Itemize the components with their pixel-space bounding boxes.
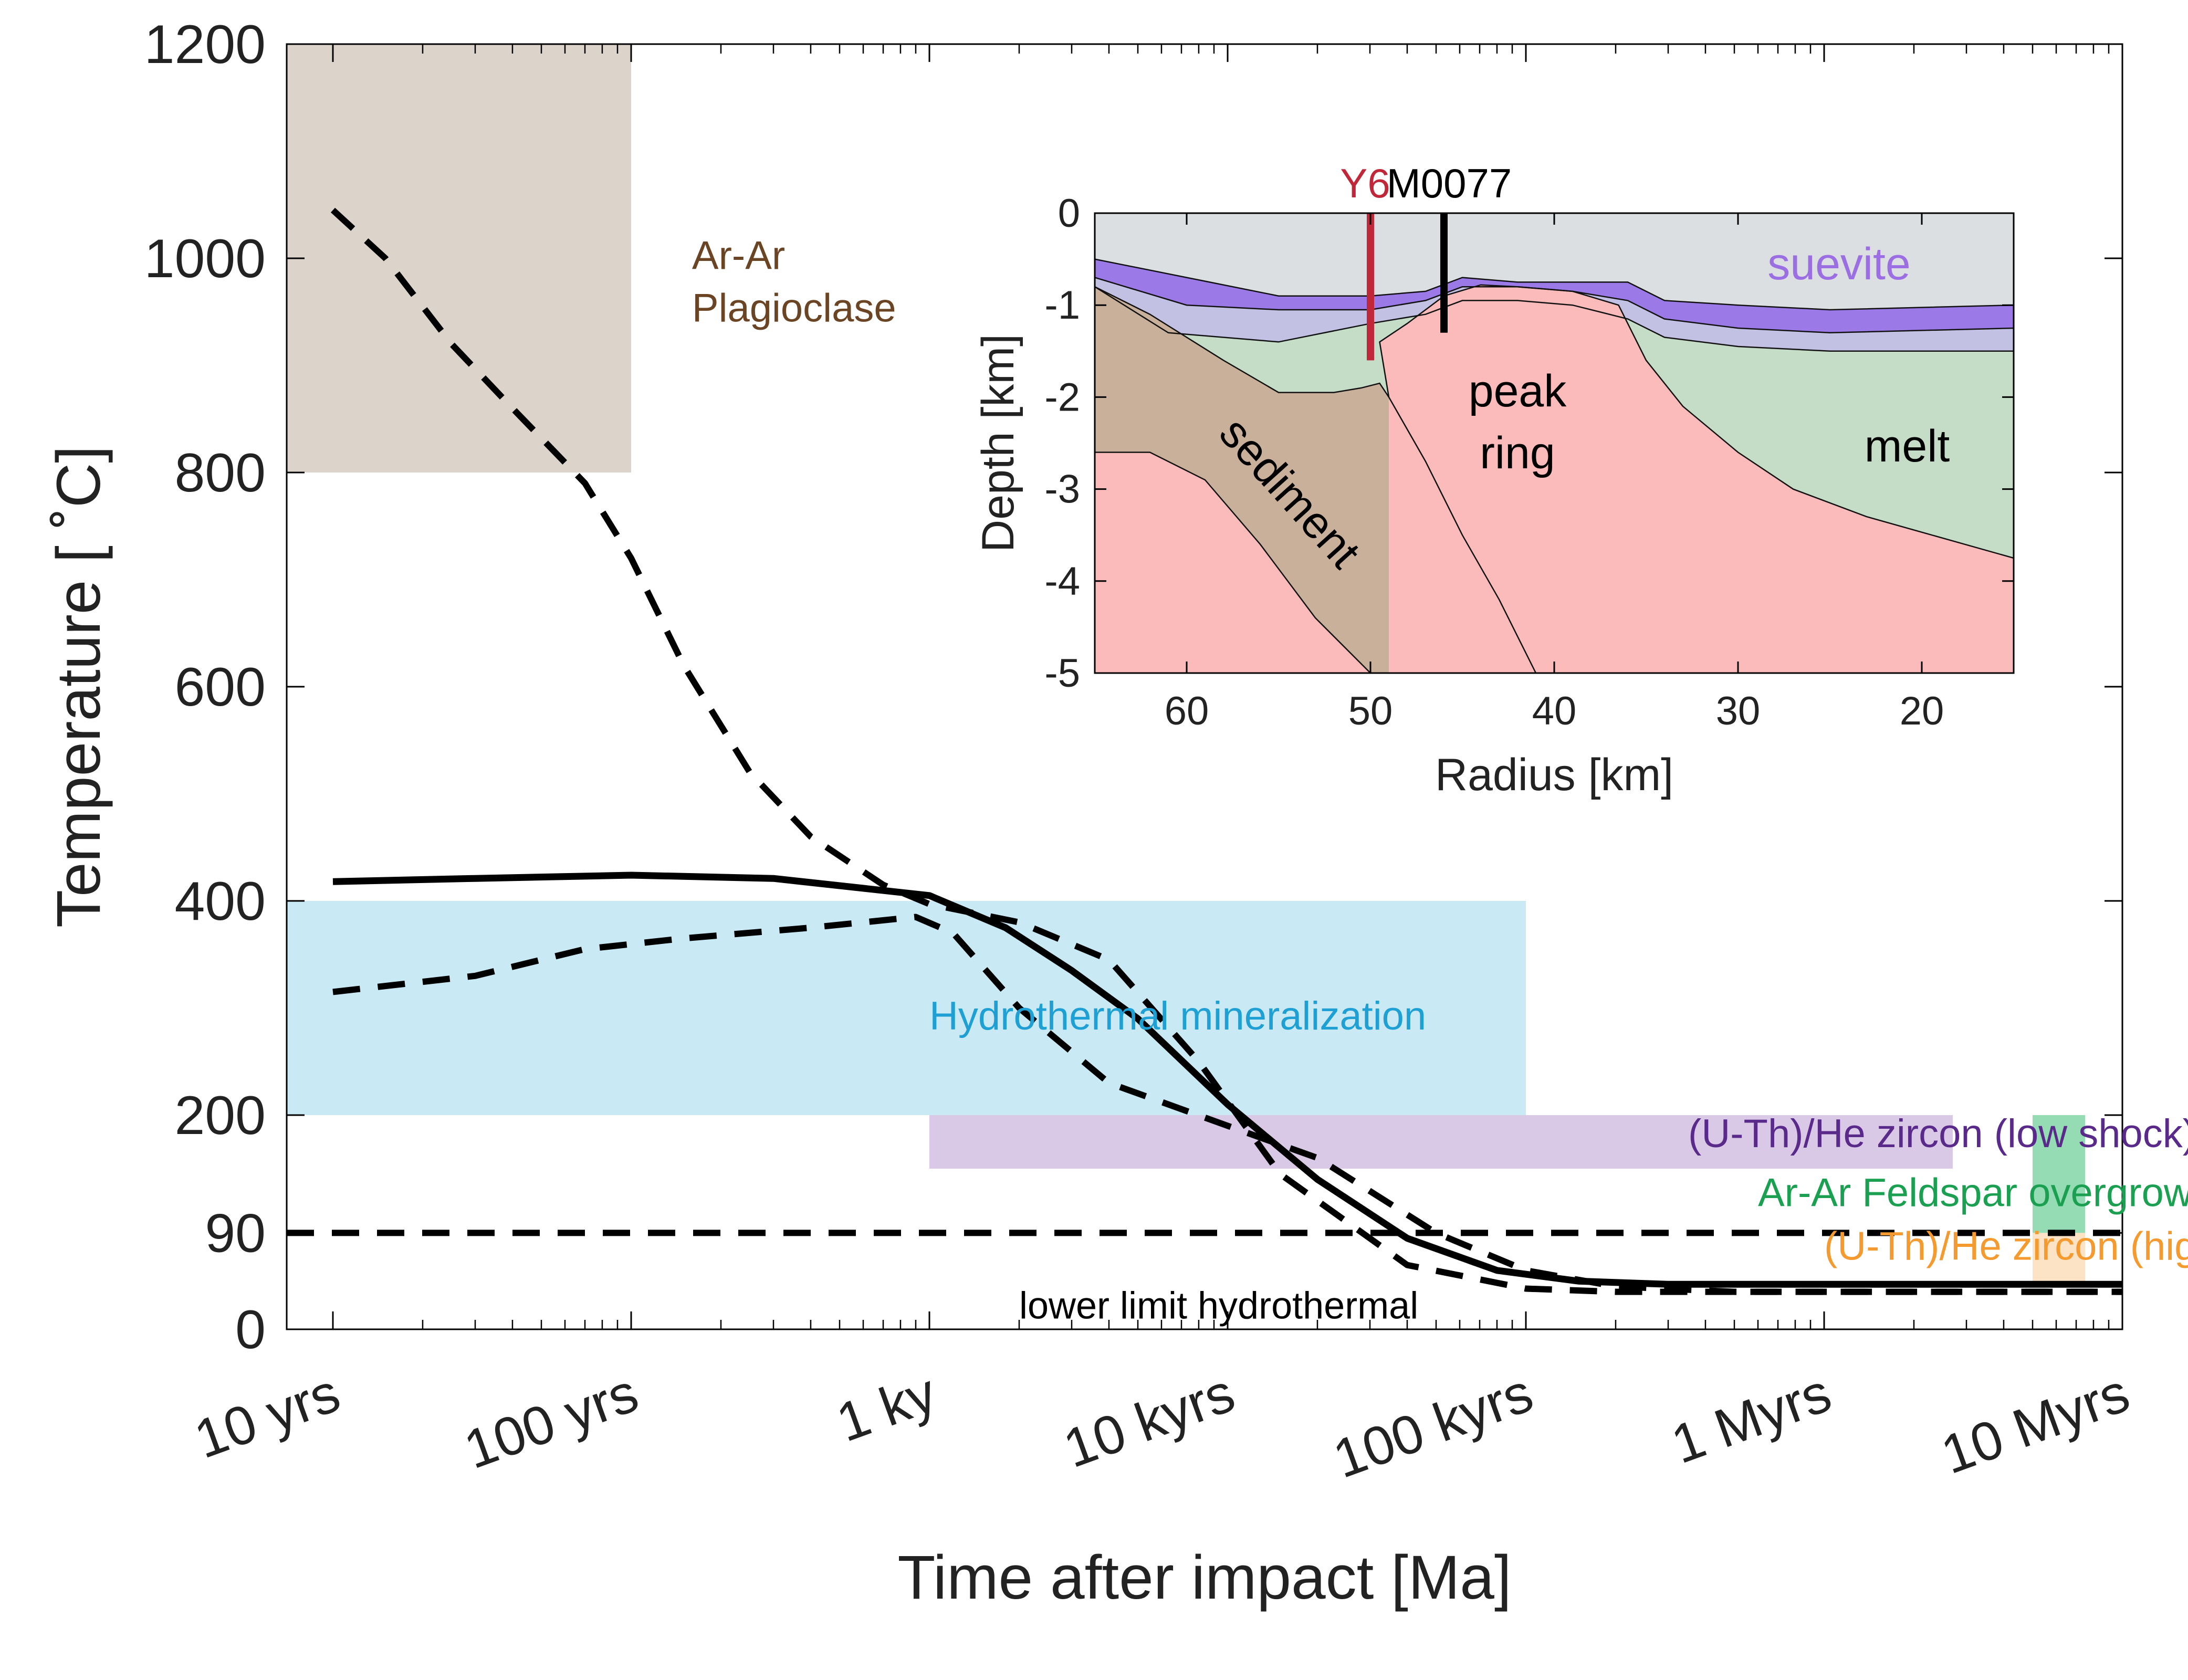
inset-y-tick-label: -4 — [1044, 559, 1080, 604]
inset-boundary-sediment — [1094, 286, 1537, 674]
well-m0077-label: M0077 — [1387, 160, 1512, 206]
inset-y-tick-label: -2 — [1044, 375, 1080, 419]
x-tick-label: 1 Myrs — [1664, 1362, 1839, 1476]
inset-layer-peak-ring — [1379, 285, 2014, 673]
band-2 — [929, 1115, 1953, 1169]
band-label-line: Ar-Ar Feldspar overgrowth — [1758, 1170, 2188, 1215]
inset-x-axis-label: Radius [km] — [1435, 750, 1673, 800]
inset-boundary-melt — [1094, 286, 2014, 352]
band-1 — [287, 901, 1526, 1115]
band-label-ar-ar: Ar-Ar Plagioclase — [692, 233, 896, 330]
inset-x-tick-label: 20 — [1900, 689, 1944, 733]
band-label-line: Plagioclase — [692, 286, 896, 330]
inset-x-tick-label: 30 — [1716, 689, 1761, 733]
inset-boundary-peak-ring — [1379, 284, 2014, 559]
y-tick-label: 0 — [235, 1299, 266, 1360]
y-tick-label: 800 — [174, 443, 266, 503]
x-tick-label: 10 kyrs — [1056, 1362, 1242, 1480]
label-melt: melt — [1865, 421, 1950, 471]
inset-boundary-suevite — [1094, 258, 2014, 311]
band-label-hydrothermal-mineralization: Hydrothermal mineralization — [929, 994, 1426, 1038]
x-tick-label: 1 ky — [829, 1362, 944, 1454]
x-tick-label: 10 yrs — [187, 1362, 348, 1471]
y-tick-label: 90 — [205, 1203, 266, 1264]
inset-layers — [1094, 213, 2014, 674]
main-bands — [287, 44, 2086, 1282]
series-line-dashed-2 — [332, 914, 2122, 1295]
x-tick-label: 100 kyrs — [1326, 1362, 1541, 1490]
band-label-ar-ar-feldspar-overgrowth: Ar-Ar Feldspar overgrowth — [1758, 1170, 2188, 1215]
inset-y-tick-label: 0 — [1058, 191, 1080, 236]
inset-y-axis-label: Depth [km] — [973, 334, 1023, 552]
band-label-line: (U-Th)/He zircon (high shock) — [1824, 1224, 2188, 1268]
label-peak-ring: peak ring — [1469, 366, 1567, 478]
y-tick-label: 200 — [174, 1085, 266, 1146]
x-tick-label: 100 yrs — [457, 1362, 646, 1481]
inset-boundary-basement — [1095, 452, 1371, 674]
well-y6-label: Y6 — [1340, 160, 1390, 206]
y-tick-label: 1200 — [144, 14, 266, 75]
inset-y-tick-label: -1 — [1044, 283, 1080, 328]
y-axis-label: Temperature [ ˚C] — [44, 446, 113, 928]
label-peak-ring-line: ring — [1480, 428, 1555, 478]
x-axis-label: Time after impact [Ma] — [897, 1543, 1511, 1612]
band-label-u-th-he-zircon-high-shock: (U-Th)/He zircon (high shock) — [1824, 1224, 2188, 1268]
main-band-labels: Ar-Ar Plagioclase Hydrothermal mineralizat… — [692, 233, 2188, 1327]
inset-wells — [1367, 213, 1448, 361]
x-tick-label: 10 Myrs — [1934, 1362, 2137, 1486]
band-label-line: (U-Th)/He zircon (low shock) — [1688, 1111, 2188, 1156]
inset-x-tick-label: 40 — [1532, 689, 1577, 733]
inset-ticks: 60 50 40 30 20 0 -1 -2 -3 -4 -5 — [1044, 191, 2014, 733]
inset-y-tick-label: -3 — [1044, 467, 1080, 512]
inset-layer-basement — [1095, 452, 1370, 673]
band-0 — [287, 44, 631, 472]
y-tick-label: 400 — [174, 871, 266, 932]
y-tick-label: 600 — [174, 657, 266, 718]
label-peak-ring-line: peak — [1469, 366, 1567, 416]
inset-x-tick-label: 60 — [1165, 689, 1209, 733]
main-series — [287, 207, 2122, 1295]
annotation-lower-limit-hydrothermal: lower limit hydrothermal — [1019, 1285, 1418, 1327]
inset-x-tick-label: 50 — [1348, 689, 1393, 733]
band-label-line: Hydrothermal mineralization — [929, 994, 1426, 1038]
label-suevite: suevite — [1767, 239, 1911, 289]
band-4 — [2033, 1233, 2086, 1282]
inset-y-tick-label: -5 — [1044, 651, 1080, 696]
band-label-u-th-he-zircon-low-shock: (U-Th)/He zircon (low shock) — [1688, 1111, 2188, 1156]
band-label-line: Ar-Ar — [692, 233, 785, 278]
y-tick-label: 1000 — [144, 228, 266, 289]
band-3 — [2033, 1115, 2086, 1233]
